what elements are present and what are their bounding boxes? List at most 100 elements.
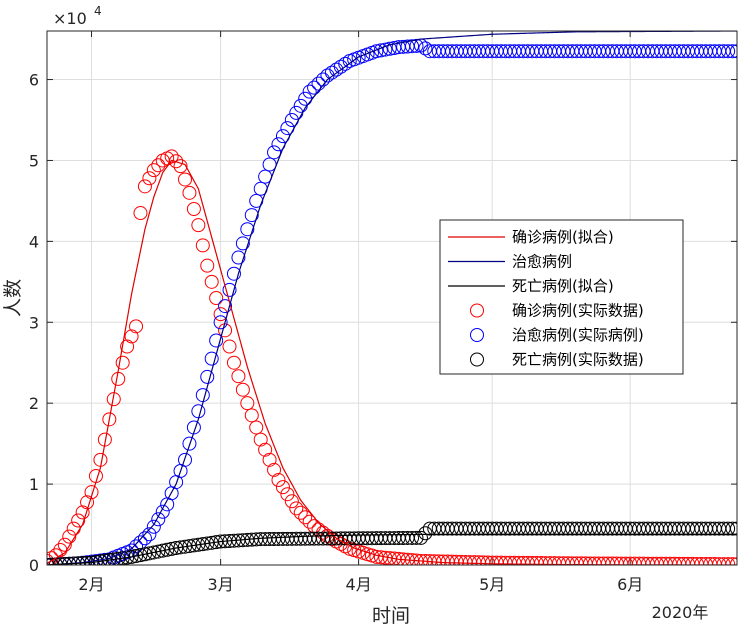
data-point <box>235 382 250 397</box>
x-tick-labels: 2月 3月 4月 5月 6月 <box>78 575 643 594</box>
data-point <box>133 548 148 563</box>
data-point <box>129 549 144 564</box>
data-point <box>209 333 224 348</box>
data-point <box>725 557 737 565</box>
data-point <box>182 185 197 200</box>
data-point <box>405 39 420 54</box>
data-point <box>222 339 237 354</box>
data-point <box>204 274 219 289</box>
data-point <box>142 527 157 542</box>
data-point <box>280 487 295 502</box>
x-tick-label: 5月 <box>479 575 505 594</box>
data-point <box>382 41 397 56</box>
data-point <box>151 512 166 527</box>
data-point <box>240 222 255 237</box>
data-point <box>267 145 282 160</box>
data-point <box>725 521 737 536</box>
data-point <box>102 412 117 427</box>
data-point <box>226 266 241 281</box>
data-point <box>151 544 166 559</box>
data-point <box>418 41 433 56</box>
series-layer <box>47 31 737 565</box>
data-point <box>169 541 184 556</box>
data-point <box>48 548 63 563</box>
data-point <box>338 56 353 71</box>
data-point <box>226 355 241 370</box>
data-point <box>405 530 420 545</box>
data-point <box>164 541 179 556</box>
data-point <box>186 538 201 553</box>
legend-label: 死亡病例(实际数据) <box>512 351 644 369</box>
x-tick-label: 4月 <box>346 575 372 594</box>
data-point <box>160 542 175 557</box>
data-point <box>200 536 215 551</box>
y-tick-label: 2 <box>29 394 39 413</box>
data-point <box>195 238 210 253</box>
data-point <box>173 159 188 174</box>
data-point <box>725 44 737 59</box>
data-point <box>173 540 188 555</box>
legend-box <box>439 219 684 375</box>
data-point <box>387 40 402 55</box>
data-point <box>302 84 317 99</box>
legend-label: 治愈病例(实际病例) <box>512 326 644 344</box>
legend-label: 确诊病例(拟合) <box>512 228 614 246</box>
y-tick-label: 0 <box>29 556 39 575</box>
data-point <box>57 537 72 552</box>
y-exponent-power: 4 <box>94 4 102 18</box>
data-point <box>253 432 268 447</box>
data-point <box>182 539 197 554</box>
data-point <box>191 537 206 552</box>
y-tick-labels: 0 1 2 3 4 5 6 <box>29 71 39 575</box>
series-line <box>47 533 737 565</box>
data-point <box>298 510 313 525</box>
y-tick-label: 6 <box>29 71 39 90</box>
data-point <box>120 339 135 354</box>
data-point <box>146 163 161 178</box>
data-point <box>142 171 157 186</box>
data-point <box>124 329 139 344</box>
data-point <box>284 494 299 509</box>
x-secondary-label: 2020年 <box>652 603 709 622</box>
data-point <box>75 505 90 520</box>
y-tick-label: 1 <box>29 475 39 494</box>
data-point <box>721 557 736 565</box>
data-point <box>155 543 170 558</box>
x-tick-label: 6月 <box>617 575 643 594</box>
data-point <box>164 149 179 164</box>
y-tick-label: 5 <box>29 151 39 170</box>
data-point <box>730 557 737 565</box>
data-point <box>151 158 166 173</box>
data-point <box>200 258 215 273</box>
data-point <box>244 408 259 423</box>
data-point <box>71 513 86 528</box>
data-point <box>200 369 215 384</box>
y-tick-label: 3 <box>29 313 39 332</box>
data-point <box>209 291 224 305</box>
data-point <box>178 172 192 187</box>
data-point <box>730 521 737 536</box>
data-point <box>249 420 264 435</box>
data-point <box>186 202 201 216</box>
y-exponent-base: ×10 <box>53 9 87 28</box>
data-point <box>137 531 152 546</box>
data-point <box>418 526 433 541</box>
data-point <box>115 355 130 370</box>
data-point <box>258 442 273 457</box>
data-point <box>244 208 259 223</box>
legend-label: 治愈病例 <box>512 253 572 271</box>
data-point <box>124 549 139 564</box>
data-point <box>204 535 219 550</box>
data-point <box>240 396 255 411</box>
legend-swatch-marker <box>470 328 484 342</box>
x-axis-label: 时间 <box>372 605 410 627</box>
data-point <box>293 505 308 520</box>
data-point <box>146 545 161 560</box>
data-point <box>129 539 144 554</box>
plot-frame <box>46 30 738 566</box>
series-line <box>47 31 737 565</box>
data-point <box>213 315 228 330</box>
legend-swatch-marker <box>470 352 484 367</box>
